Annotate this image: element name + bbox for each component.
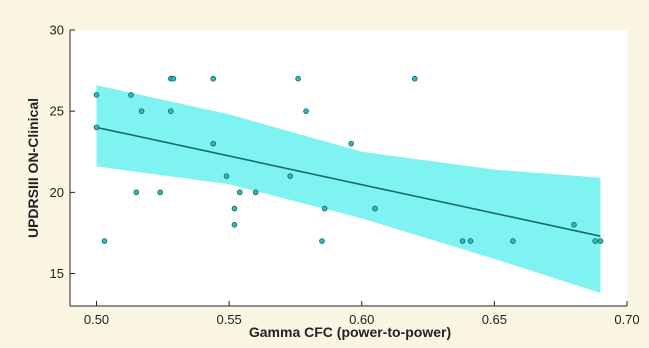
data-point [348,140,354,147]
data-point [319,238,325,244]
x-tick-label: 0.50 [84,312,109,327]
data-point [128,92,134,98]
data-point [231,222,238,228]
axes-layer [69,30,627,307]
y-tick-label: 30 [50,23,64,38]
data-point [236,189,243,196]
data-point [321,205,328,212]
data-point [459,238,466,244]
data-point [210,75,217,82]
data-point [210,140,217,147]
data-point [133,189,140,196]
data-point [295,75,301,82]
data-point [252,189,259,196]
data-point [303,108,309,114]
data-point [167,108,174,114]
regression-line [96,126,601,237]
x-tick-label: 0.70 [614,312,639,327]
points-layer [93,75,604,244]
confidence-band [96,85,601,294]
y-tick-label: 15 [50,266,64,281]
ticks-layer: 0.50 0.55 0.60 0.65 0.70 15 20 25 30 [50,23,640,328]
data-point [101,238,108,244]
data-point [93,124,100,131]
data-point [592,238,598,244]
data-point [138,108,145,114]
x-tick-label: 0.65 [482,312,507,327]
data-point [510,238,516,244]
data-point [372,205,378,212]
y-tick-label: 25 [50,104,64,119]
data-point [412,75,418,82]
y-axis-title: UPDRSIII ON-Clinical [25,98,41,238]
x-axis-title: Gamma CFC (power-to-power) [249,324,451,340]
data-point [597,238,604,244]
data-point [93,92,100,98]
data-point [467,238,474,244]
data-point [157,189,163,196]
x-tick-label: 0.55 [216,312,241,327]
data-point [170,75,177,82]
data-point [571,222,577,228]
fit-line-layer [96,126,601,237]
confidence-band-layer [96,85,601,294]
data-point [231,205,238,212]
data-point [287,173,293,179]
x-tick-label: 0.60 [349,312,374,327]
data-point [223,173,230,179]
y-tick-label: 20 [50,185,64,200]
